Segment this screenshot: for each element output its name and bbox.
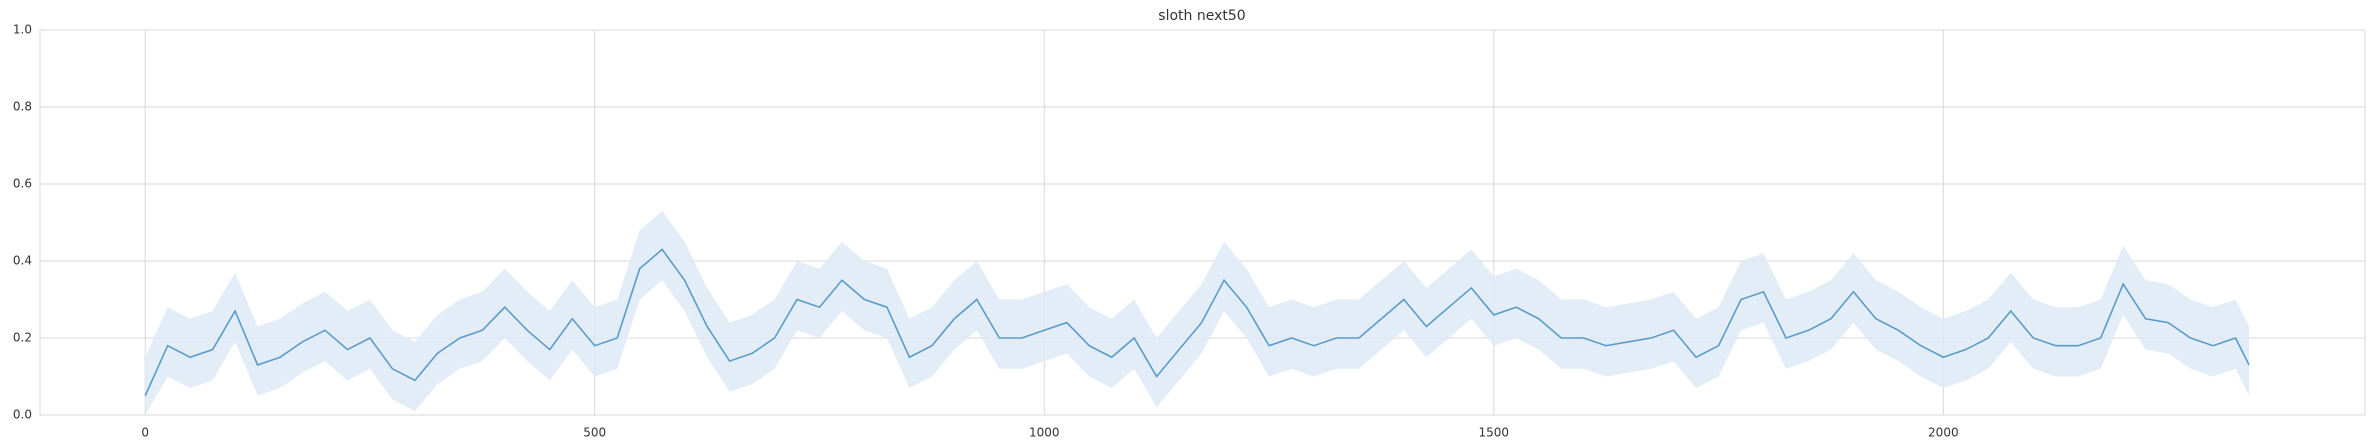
y-tick-label: 0.6 (13, 177, 32, 191)
x-tick-label: 1000 (1029, 426, 1060, 440)
chart-title: sloth next50 (1158, 8, 1245, 24)
y-tick-label: 1.0 (13, 23, 32, 37)
plot-frame (39, 29, 2366, 416)
x-tick-label: 0 (141, 426, 149, 440)
line (144, 248, 2250, 397)
x-tick-label: 2000 (1928, 426, 1959, 440)
confidence-band (145, 210, 2250, 415)
y-tick-label: 0.8 (13, 100, 32, 114)
y-tick-label: 0.0 (13, 408, 32, 422)
y-tick-label: 0.2 (13, 331, 32, 345)
x-tick-label: 1500 (1479, 426, 1510, 440)
y-tick-label: 0.4 (13, 254, 32, 268)
x-tick-label: 500 (583, 426, 606, 440)
